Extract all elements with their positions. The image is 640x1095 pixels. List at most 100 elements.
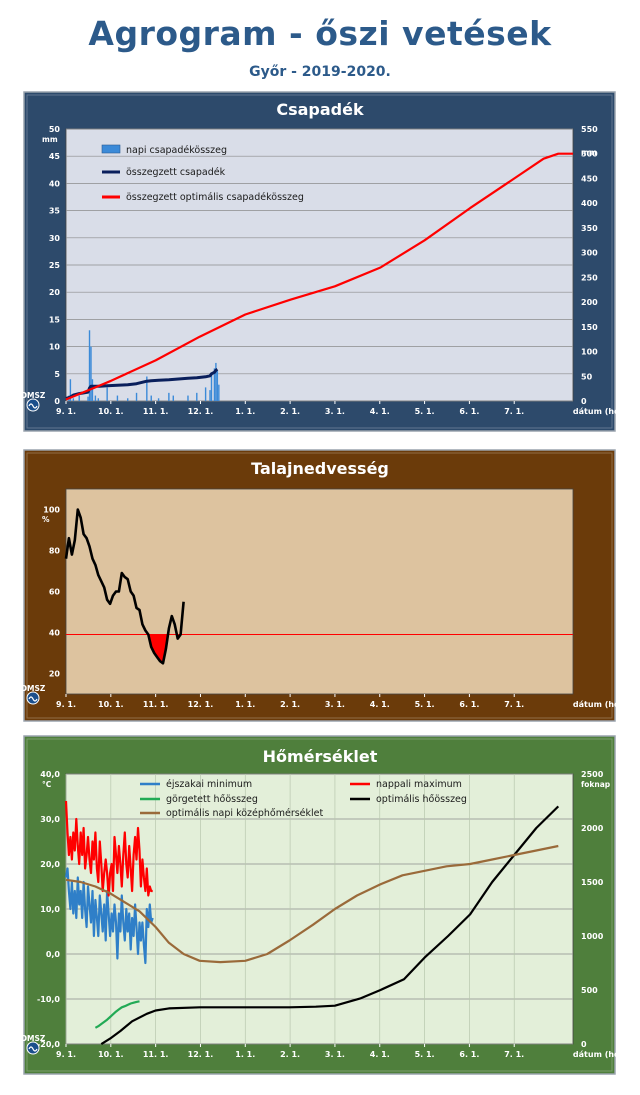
precip-bar xyxy=(69,379,72,401)
precip-bar xyxy=(135,392,138,401)
y2-tick-label: 2500 xyxy=(581,770,604,779)
x-axis-label: dátum (hó.nap) xyxy=(573,1049,640,1059)
y2-tick-label: 0 xyxy=(581,1040,587,1049)
logo-text: OMSZ xyxy=(21,684,46,693)
x-tick-label: 7. 1. xyxy=(504,700,524,709)
precip-bar xyxy=(116,395,119,401)
legend-label: összegzett csapadék xyxy=(126,167,226,178)
legend-label: nappali maximum xyxy=(376,779,462,790)
y2-tick-label: 1500 xyxy=(581,878,604,887)
x-tick-label: 11. 1. xyxy=(143,1050,169,1059)
y-tick-label: 40 xyxy=(49,179,61,188)
x-tick-label: 12. 1. xyxy=(188,700,214,709)
precip-bar xyxy=(106,387,108,401)
precip-bar xyxy=(150,395,152,401)
precip-bar xyxy=(88,330,91,401)
y-tick-label: 50 xyxy=(49,125,61,134)
y2-tick-label: 2000 xyxy=(581,824,604,833)
y2-axis-unit: foknap xyxy=(581,780,611,789)
y-tick-label: 25 xyxy=(49,261,61,270)
x-tick-label: 6. 1. xyxy=(459,1050,479,1059)
x-tick-label: 9. 1. xyxy=(56,407,76,416)
series-line xyxy=(64,508,185,665)
legend-label: napi csapadékösszeg xyxy=(126,145,227,156)
y-tick-label: 5 xyxy=(54,370,60,379)
x-tick-label: 4. 1. xyxy=(370,1050,390,1059)
x-tick-label: 12. 1. xyxy=(188,1050,214,1059)
x-tick-label: 9. 1. xyxy=(56,1050,76,1059)
y-axis-unit: mm xyxy=(42,135,58,144)
x-tick-label: 7. 1. xyxy=(504,1050,524,1059)
y-tick-label: 20 xyxy=(49,288,61,297)
x-tick-label: 5. 1. xyxy=(415,700,435,709)
precip-bar xyxy=(157,398,160,401)
x-tick-label: 1. 1. xyxy=(235,700,255,709)
y2-tick-label: 200 xyxy=(581,298,598,307)
series-line xyxy=(65,844,559,964)
chart-title: Hőmérséklet xyxy=(263,747,378,766)
y2-tick-label: 150 xyxy=(581,323,598,332)
y2-tick-label: 350 xyxy=(581,224,598,233)
y-tick-label: 40,0 xyxy=(40,770,60,779)
x-tick-label: 3. 1. xyxy=(325,1050,345,1059)
x-tick-label: 3. 1. xyxy=(325,700,345,709)
logo-text: OMSZ xyxy=(21,1034,46,1043)
page-title: Agrogram - őszi vetések xyxy=(88,14,552,53)
precip-bar xyxy=(218,384,220,401)
y-tick-label: 15 xyxy=(49,315,61,324)
y2-tick-label: 500 xyxy=(581,150,598,159)
y-axis-unit: % xyxy=(42,515,50,524)
x-tick-label: 12. 1. xyxy=(188,407,214,416)
precip-bar xyxy=(90,346,92,401)
page-subtitle: Győr - 2019-2020. xyxy=(249,64,391,80)
precip-bar xyxy=(215,362,217,401)
x-tick-label: 6. 1. xyxy=(459,407,479,416)
x-tick-label: 5. 1. xyxy=(415,1050,435,1059)
y-tick-label: 30,0 xyxy=(40,815,60,824)
legend-swatch xyxy=(101,144,121,154)
chart-frame-inner xyxy=(26,452,613,719)
legend-label: összegzett optimális csapadékösszeg xyxy=(126,192,304,203)
y-tick-label: -10,0 xyxy=(37,995,60,1004)
precip-bar xyxy=(91,379,94,401)
x-tick-label: 10. 1. xyxy=(98,700,124,709)
x-tick-label: 4. 1. xyxy=(370,700,390,709)
y2-tick-label: 300 xyxy=(581,249,598,258)
x-tick-label: 11. 1. xyxy=(143,407,169,416)
y2-axis-unit: mm xyxy=(581,148,597,157)
precip-bar xyxy=(87,396,89,401)
y2-tick-label: 550 xyxy=(581,125,598,134)
y-tick-label: 0,0 xyxy=(46,950,61,959)
chart-1: Csapadék05101520253035404550mm0501001502… xyxy=(21,91,640,432)
legend-label: éjszakai minimum xyxy=(166,779,252,790)
y-tick-label: 40 xyxy=(49,629,61,638)
y2-tick-label: 450 xyxy=(581,174,598,183)
x-tick-label: 2. 1. xyxy=(280,1050,300,1059)
x-tick-label: 2. 1. xyxy=(280,407,300,416)
y-tick-label: 20,0 xyxy=(40,860,60,869)
logo-wave-icon xyxy=(28,696,38,702)
chart-2: Talajnedvesség 20 40 60 80 100% 9. 1. 10. 1. 11.… xyxy=(21,449,640,722)
x-tick-label: 1. 1. xyxy=(235,1050,255,1059)
y-tick-label: 30 xyxy=(49,234,61,243)
x-tick-label: 10. 1. xyxy=(98,407,124,416)
series-line xyxy=(65,152,573,401)
chart-3: Hőmérséklet -20,0 -10,0 0,0 10,0 20,0 30,0 40,0… xyxy=(21,735,640,1075)
chart-title: Talajnedvesség xyxy=(251,459,389,478)
precip-bar xyxy=(216,371,219,401)
precip-bar xyxy=(187,395,189,401)
precip-bar xyxy=(210,373,213,401)
y2-tick-label: 400 xyxy=(581,199,598,208)
logo-wave-icon xyxy=(28,1046,38,1052)
x-tick-label: 2. 1. xyxy=(280,700,300,709)
precip-bar xyxy=(213,368,216,401)
precip-bar xyxy=(172,395,174,401)
y2-tick-label: 50 xyxy=(581,372,593,381)
series-line xyxy=(64,800,153,897)
y-tick-label: 10,0 xyxy=(40,905,60,914)
deficit-area xyxy=(148,634,168,664)
y-tick-label: 0 xyxy=(54,397,60,406)
precip-bar xyxy=(209,390,211,401)
precip-bar xyxy=(72,398,75,401)
precip-bar xyxy=(146,376,148,401)
